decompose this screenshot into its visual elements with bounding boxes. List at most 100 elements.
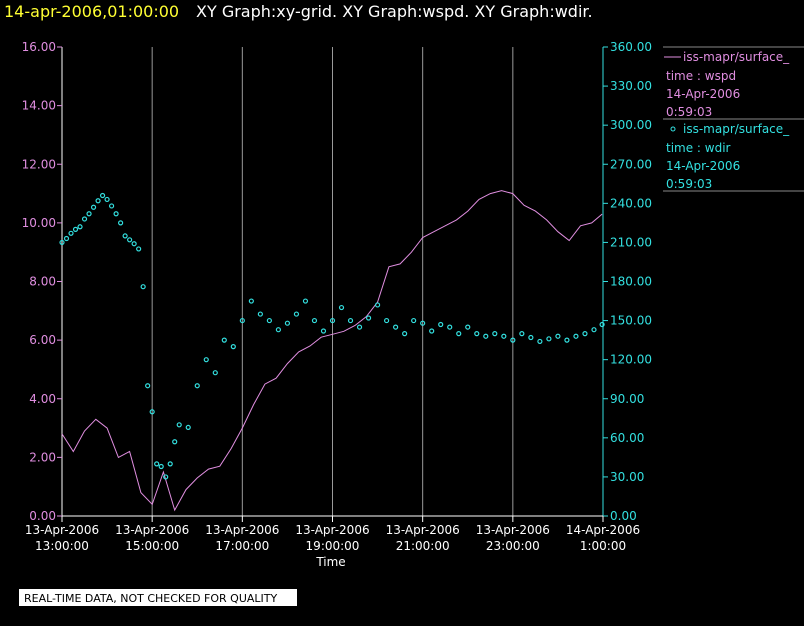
- right-tick-label: 270.00: [610, 157, 652, 171]
- left-tick-label: 4.00: [29, 392, 56, 406]
- wdir-point: [546, 336, 552, 342]
- wdir-point: [86, 211, 92, 217]
- right-tick-label: 120.00: [610, 353, 652, 367]
- right-axis-ticks: 0.00 30.00 60.00 90.00 120.00 150.00 180.00 210…: [603, 40, 652, 523]
- x-tick-label-time: 13:00:00: [35, 539, 89, 553]
- x-tick-label-date: 13-Apr-2006: [115, 523, 189, 537]
- left-tick-label: 2.00: [29, 450, 56, 464]
- wdir-point: [555, 333, 561, 339]
- x-tick-label-date: 14-Apr-2006: [566, 523, 640, 537]
- header-graph-title: XY Graph:xy-grid. XY Graph:wspd. XY Grap…: [196, 2, 593, 21]
- wdir-point: [167, 461, 173, 467]
- wdir-point: [474, 331, 480, 337]
- series-wspd-line: [61, 190, 603, 512]
- wdir-point: [136, 246, 142, 252]
- wdir-point: [145, 383, 151, 389]
- wdir-point: [104, 196, 110, 203]
- left-axis-ticks: 0.00 2.00 4.00 6.00 8.00 10.00 12.00 14.00 16.00: [22, 40, 62, 523]
- right-tick-label: 180.00: [610, 275, 652, 289]
- wdir-point: [599, 321, 605, 328]
- wdir-point: [384, 317, 390, 324]
- right-tick-label: 150.00: [610, 314, 652, 328]
- x-axis-ticks: 13-Apr-2006 13:00:00 13-Apr-2006 15:00:00 13…: [25, 516, 640, 553]
- wdir-point: [59, 239, 65, 246]
- left-tick-label: 14.00: [22, 99, 56, 113]
- wdir-point: [456, 331, 462, 337]
- right-tick-label: 210.00: [610, 235, 652, 249]
- wdir-point: [338, 304, 345, 311]
- wdir-point: [221, 337, 227, 343]
- wdir-point: [77, 224, 83, 230]
- wdir-point: [347, 317, 354, 324]
- wdir-point: [99, 192, 106, 199]
- wdir-point: [172, 439, 178, 445]
- wdir-point: [411, 317, 417, 324]
- wdir-point: [510, 337, 516, 343]
- x-tick-label-time: 23:00:00: [486, 539, 540, 553]
- legend-wspd-line1: iss-mapr/surface_: [683, 50, 790, 64]
- wdir-point: [582, 331, 588, 337]
- wdir-point: [311, 317, 318, 324]
- wdir-point: [158, 463, 164, 470]
- wdir-point: [72, 226, 79, 232]
- right-tick-label: 240.00: [610, 196, 652, 210]
- wdir-point: [248, 298, 254, 304]
- left-tick-label: 12.00: [22, 157, 56, 171]
- legend-wdir-line4: 0:59:03: [666, 177, 712, 191]
- wdir-point: [185, 424, 191, 431]
- series-wdir-markers: [59, 192, 605, 480]
- left-tick-label: 6.00: [29, 333, 56, 347]
- wdir-point: [81, 216, 88, 222]
- wdir-point: [140, 284, 146, 290]
- wdir-point: [591, 327, 597, 333]
- wdir-point: [465, 324, 471, 330]
- wdir-point: [239, 317, 245, 324]
- wdir-point: [108, 203, 115, 209]
- wdir-point: [163, 474, 169, 480]
- wdir-point: [501, 333, 507, 339]
- legend-wdir-line2: time : wdir: [666, 141, 731, 155]
- wdir-point: [528, 334, 534, 341]
- wdir-point: [438, 321, 444, 328]
- wdir-point: [374, 302, 381, 308]
- legend-wspd-line4: 0:59:03: [666, 105, 712, 119]
- left-tick-label: 10.00: [22, 216, 56, 230]
- legend-wdir-swatch: [670, 126, 676, 132]
- wdir-point: [573, 333, 579, 339]
- legend: iss-mapr/surface_ time : wspd 14-Apr-200…: [663, 46, 804, 192]
- right-tick-label: 0.00: [610, 509, 637, 523]
- right-tick-label: 330.00: [610, 79, 652, 93]
- x-tick-label-time: 21:00:00: [396, 539, 450, 553]
- x-tick-label-date: 13-Apr-2006: [205, 523, 279, 537]
- wdir-point: [275, 327, 281, 333]
- wdir-point: [266, 317, 272, 324]
- wdir-point: [429, 328, 435, 334]
- left-tick-label: 0.00: [29, 509, 56, 523]
- wdir-point: [293, 311, 300, 317]
- x-tick-label-time: 1:00:00: [580, 539, 626, 553]
- wdir-point: [393, 324, 399, 330]
- wdir-point: [149, 409, 155, 415]
- x-tick-label-date: 13-Apr-2006: [386, 523, 460, 537]
- right-tick-label: 360.00: [610, 40, 652, 54]
- wdir-point: [118, 220, 124, 226]
- wdir-point: [284, 320, 291, 326]
- wdir-point: [230, 344, 236, 350]
- wdir-point: [154, 461, 160, 467]
- header-datetime: 14-apr-2006,01:00:00: [4, 2, 179, 21]
- wdir-point: [537, 338, 543, 345]
- wdir-point: [257, 311, 263, 317]
- wdir-point: [402, 331, 408, 337]
- legend-wspd-line3: 14-Apr-2006: [666, 87, 740, 101]
- right-tick-label: 30.00: [610, 470, 644, 484]
- wdir-point: [176, 422, 182, 428]
- footer-note: REAL-TIME DATA, NOT CHECKED FOR QUALITY: [24, 592, 278, 605]
- wdir-point: [356, 324, 363, 330]
- wdir-point: [564, 337, 570, 343]
- wdir-point: [68, 230, 74, 236]
- x-tick-label-date: 13-Apr-2006: [25, 523, 99, 537]
- wdir-point: [194, 383, 200, 389]
- wdir-point: [420, 320, 426, 326]
- left-tick-label: 16.00: [22, 40, 56, 54]
- grid-lines: [151, 47, 514, 516]
